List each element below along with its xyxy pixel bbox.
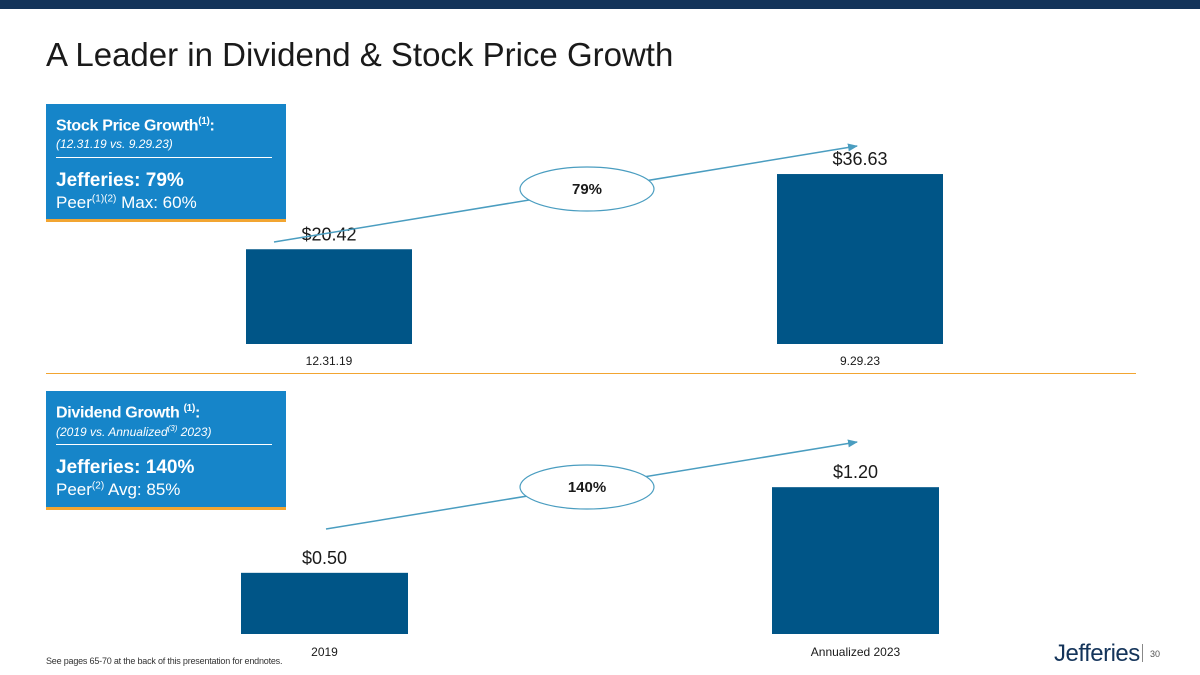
page-title: A Leader in Dividend & Stock Price Growt…	[46, 36, 674, 73]
growth-ellipse	[519, 464, 655, 510]
box-rule	[56, 444, 272, 445]
section-divider	[46, 373, 1136, 374]
category-label: 12.31.19	[306, 354, 353, 368]
dividend-growth-period: (2019 vs. Annualized(3) 2023)	[56, 424, 212, 439]
box-rule	[56, 157, 272, 158]
bar-value-label: $36.63	[832, 149, 887, 169]
bar-1-1	[772, 487, 939, 634]
bar-1-0	[241, 572, 408, 634]
bar-value-label: $20.42	[301, 224, 356, 244]
stock-growth-heading: Stock Price Growth(1):	[56, 116, 215, 135]
stock-growth-period: (12.31.19 vs. 9.29.23)	[56, 137, 173, 151]
dividend-growth-peer: Peer(2) Avg: 85%	[56, 480, 181, 499]
growth-percent-label: 79%	[572, 181, 602, 198]
category-label: Annualized 2023	[811, 645, 901, 659]
bar-0-0	[246, 249, 412, 344]
growth-ellipse	[519, 166, 655, 212]
page-number: 30	[1150, 649, 1161, 659]
dividend-growth-heading: Dividend Growth (1):	[56, 403, 201, 422]
bar-0-1	[777, 174, 943, 344]
category-label: 2019	[311, 645, 338, 659]
dividend-growth-box: Dividend Growth (1): (2019 vs. Annualize…	[46, 391, 286, 510]
stock-growth-jefferies: Jefferies: 79%	[56, 170, 184, 191]
growth-percent-label: 140%	[568, 479, 606, 496]
bar-value-label: $1.20	[833, 462, 878, 482]
logo-separator	[1142, 644, 1143, 662]
stock-growth-box: Stock Price Growth(1): (12.31.19 vs. 9.2…	[46, 104, 286, 222]
dividend-growth-jefferies: Jefferies: 140%	[56, 457, 195, 478]
jefferies-logo: Jefferies	[1054, 640, 1140, 667]
stock-growth-peer: Peer(1)(2) Max: 60%	[56, 193, 197, 212]
category-label: 9.29.23	[840, 354, 880, 368]
bar-value-label: $0.50	[302, 548, 347, 568]
top-bar	[0, 0, 1200, 9]
endnotes-footnote: See pages 65-70 at the back of this pres…	[46, 656, 283, 666]
